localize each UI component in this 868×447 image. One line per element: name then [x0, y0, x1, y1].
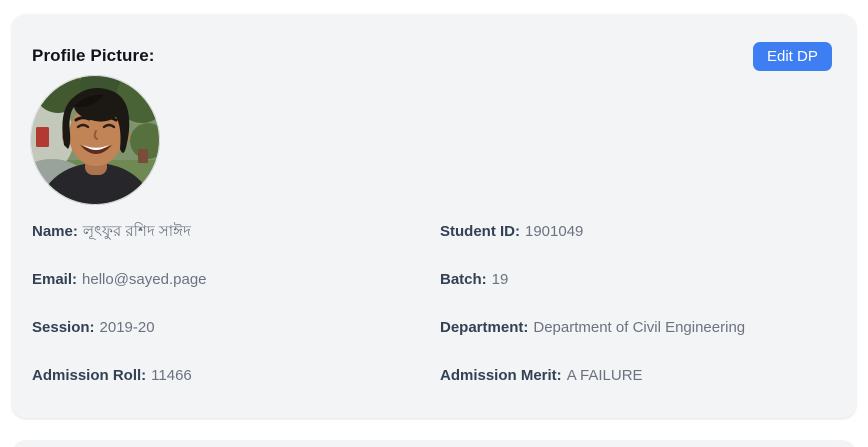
field-label: Student ID:: [440, 223, 520, 240]
field-name: Name: লূৎফুর রশিদ সাঈদ: [32, 221, 440, 243]
profile-card: Profile Picture: Edit DP: [12, 14, 856, 418]
profile-picture: [30, 75, 160, 205]
profile-fields: Name: লূৎফুর রশিদ সাঈদ Student ID: 1901049…: [32, 221, 836, 413]
field-label: Email:: [32, 271, 78, 288]
field-admission-merit: Admission Merit: A FAILURE: [440, 365, 836, 387]
field-value: hello@sayed.page: [82, 271, 207, 288]
field-value: Department of Civil Engineering: [533, 319, 746, 336]
field-email: Email: hello@sayed.page: [32, 269, 440, 291]
field-label: Admission Merit:: [440, 367, 562, 384]
field-label: Admission Roll:: [32, 367, 147, 384]
edit-dp-button[interactable]: Edit DP: [753, 42, 832, 71]
field-admission-roll: Admission Roll: 11466: [32, 365, 440, 387]
field-value: 19: [491, 271, 509, 288]
field-row: Name: লূৎফুর রশিদ সাঈদ Student ID: 1901049: [32, 221, 836, 243]
field-label: Session:: [32, 319, 95, 336]
next-card-top-edge: [12, 440, 856, 447]
field-value: লূৎফুর রশিদ সাঈদ: [82, 223, 191, 240]
field-session: Session: 2019-20: [32, 317, 440, 339]
field-row: Admission Roll: 11466 Admission Merit: A F…: [32, 365, 836, 387]
field-row: Session: 2019-20 Department: Department of…: [32, 317, 836, 339]
field-value: A FAILURE: [566, 367, 643, 384]
field-student-id: Student ID: 1901049: [440, 221, 836, 243]
field-department: Department: Department of Civil Engineeri…: [440, 317, 836, 339]
profile-photo-illustration: [30, 75, 160, 205]
field-label: Name:: [32, 223, 78, 240]
field-row: Email: hello@sayed.page Batch: 19: [32, 269, 836, 291]
field-value: 1901049: [525, 223, 584, 240]
field-value: 11466: [151, 367, 192, 384]
field-value: 2019-20: [99, 319, 155, 336]
field-label: Batch:: [440, 271, 487, 288]
field-label: Department:: [440, 319, 529, 336]
field-batch: Batch: 19: [440, 269, 836, 291]
page-title: Profile Picture:: [32, 46, 155, 65]
